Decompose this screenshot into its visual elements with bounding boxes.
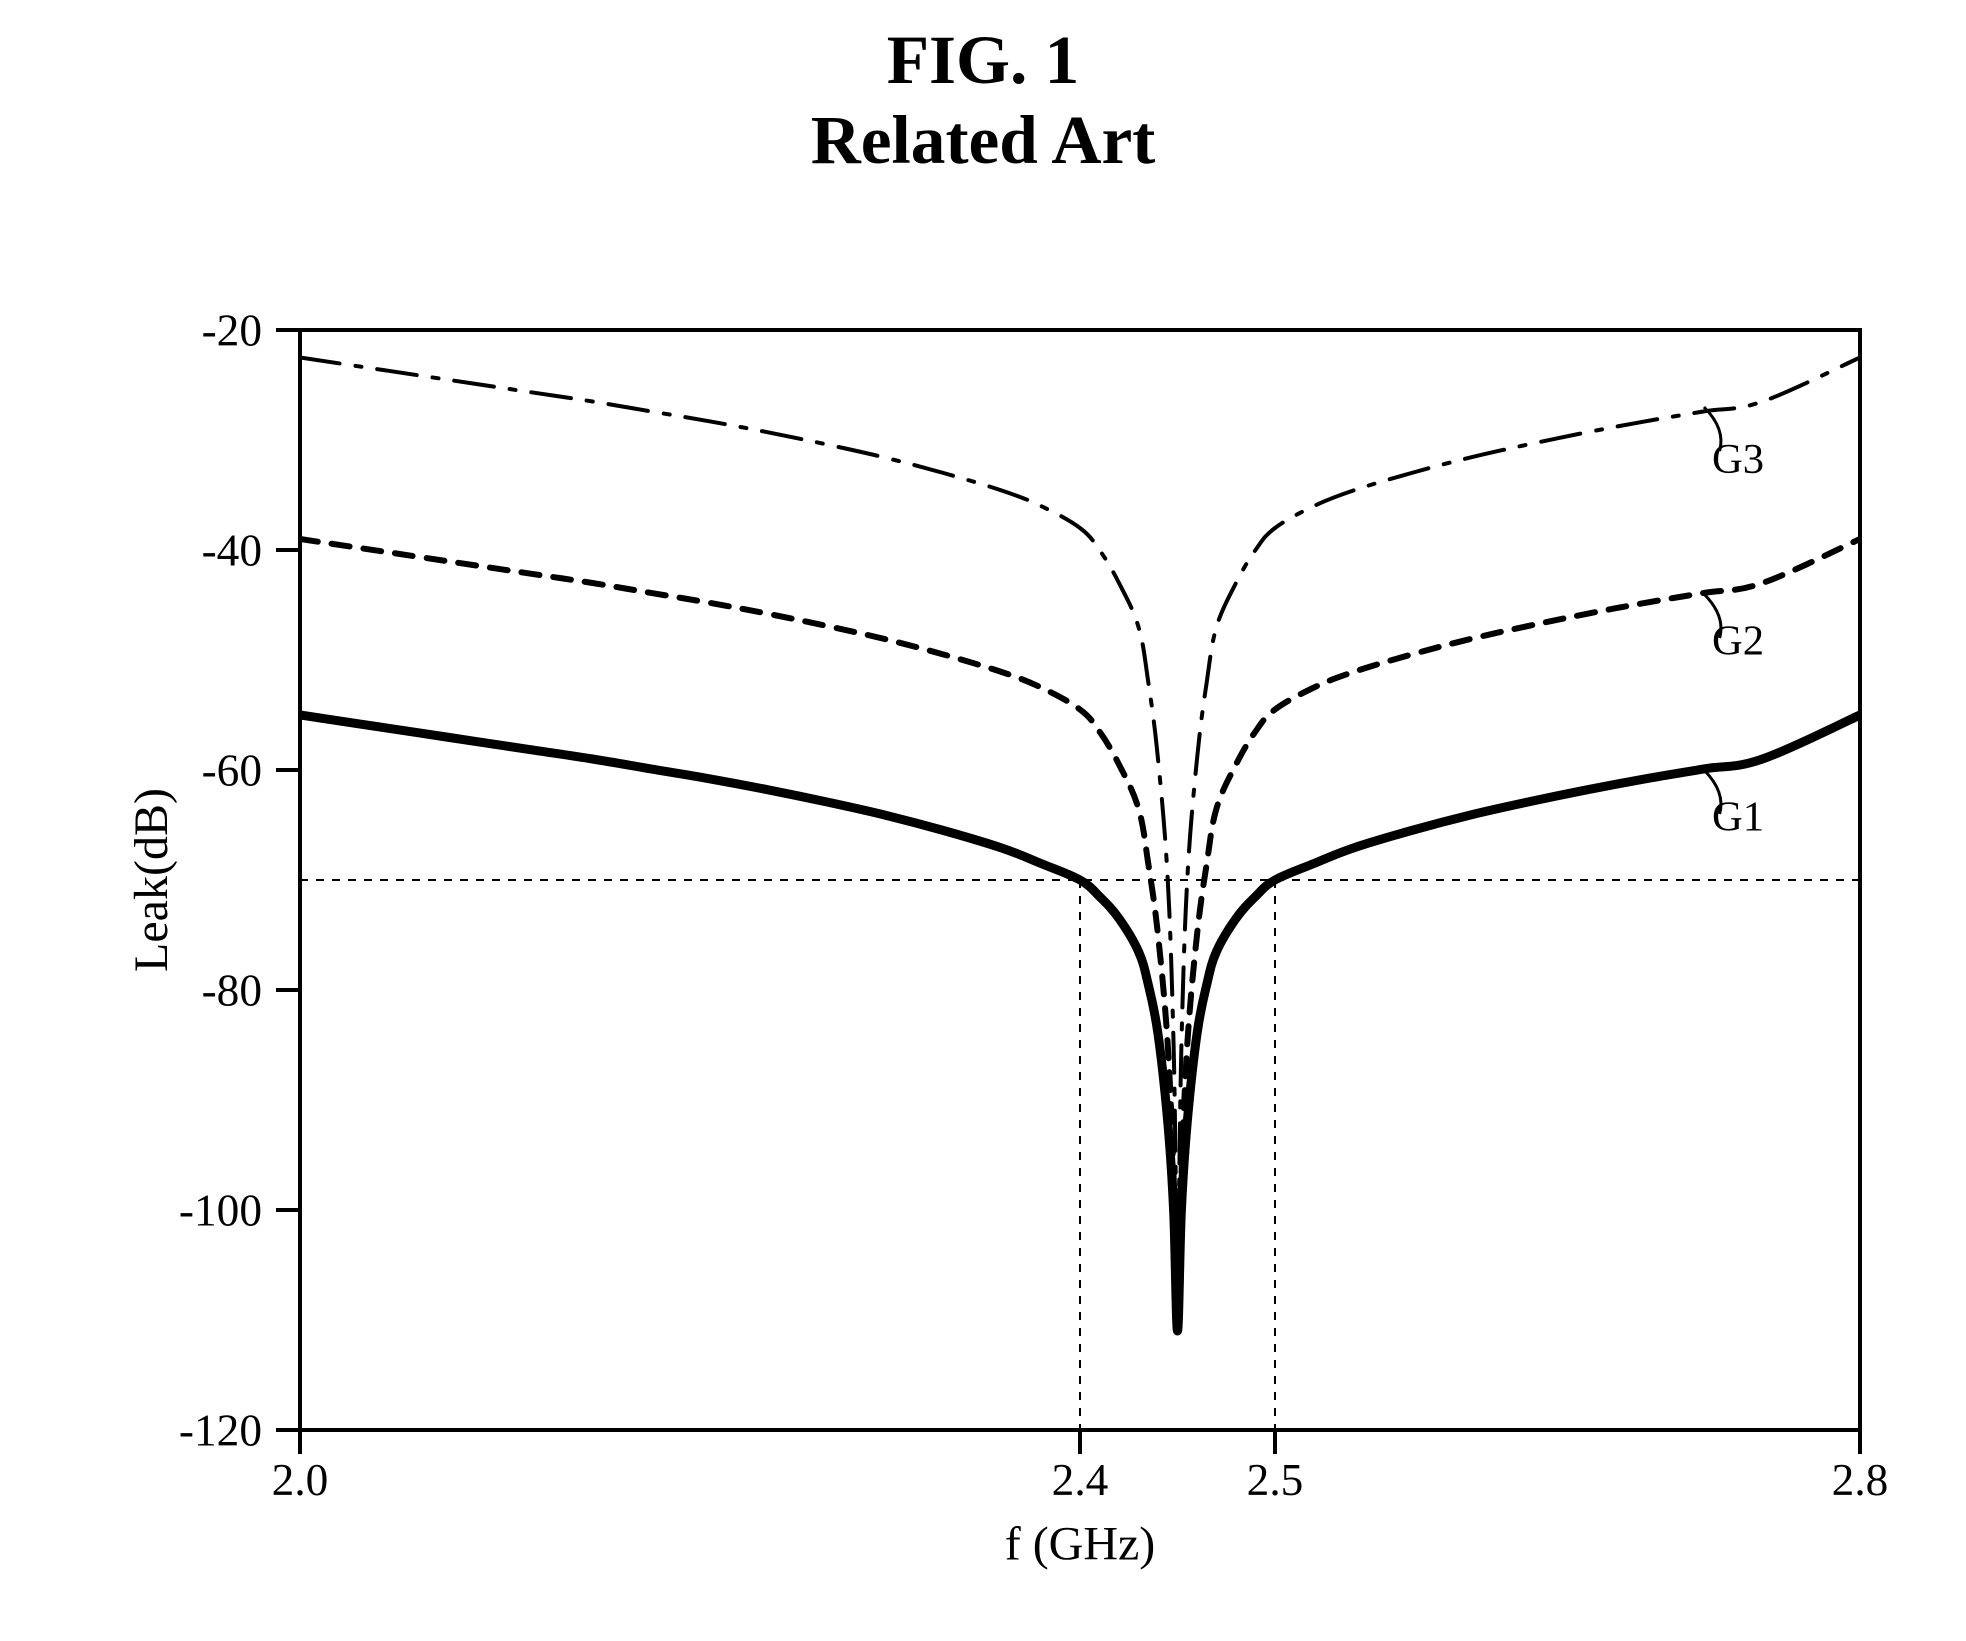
y-tick-label: -80 <box>202 965 262 1015</box>
y-tick-label: -20 <box>202 305 262 355</box>
x-tick-label: 2.8 <box>1832 1455 1889 1505</box>
chart-container: 2.0 2.4 2.5 2.8 f (GHz) -20 -40 -60 -80 -100 -120 L… <box>0 0 1966 1641</box>
x-tick-label: 2.5 <box>1247 1455 1304 1505</box>
y-tick-label: -60 <box>202 745 262 795</box>
series-label-g1: G1 <box>1712 794 1764 841</box>
leak-vs-frequency-chart: 2.0 2.4 2.5 2.8 f (GHz) -20 -40 -60 -80 -100 -120 L… <box>0 0 1966 1641</box>
x-tick-label: 2.0 <box>272 1455 329 1505</box>
series-g3 <box>300 358 1860 1255</box>
y-tick-label: -120 <box>179 1405 262 1455</box>
plot-area <box>300 358 1860 1431</box>
series-label-g2: G2 <box>1712 618 1764 665</box>
x-axis-label: f (GHz) <box>1005 1518 1156 1571</box>
y-tick-label: -100 <box>179 1185 262 1235</box>
series-label-g3: G3 <box>1712 436 1764 483</box>
y-axis-label: Leak(dB) <box>125 788 178 972</box>
x-tick-label: 2.4 <box>1052 1455 1109 1505</box>
y-tick-label: -40 <box>202 525 262 575</box>
